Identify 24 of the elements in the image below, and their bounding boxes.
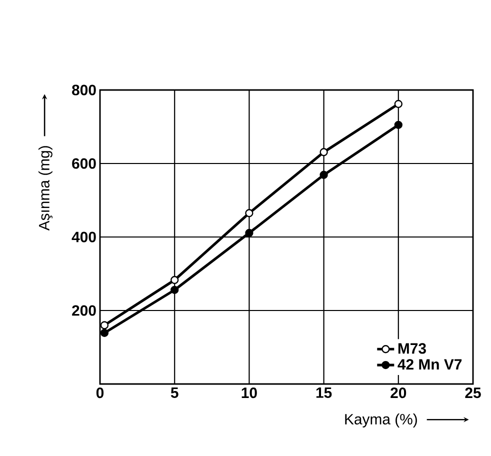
x-tick-label: 5 (170, 388, 178, 398)
legend-label: M73 (398, 343, 426, 354)
y-tick-label: 200 (72, 305, 96, 316)
x-tick-label: 10 (242, 388, 257, 398)
point (320, 148, 328, 156)
point (320, 170, 328, 179)
x-tick-label: 15 (316, 388, 332, 398)
point (245, 209, 254, 218)
point (245, 228, 254, 238)
point (100, 328, 109, 338)
x-tick-label: 25 (465, 388, 481, 398)
point (394, 120, 402, 130)
point (100, 321, 109, 330)
x-tick-label: 0 (96, 388, 104, 398)
y-tick-label: 800 (72, 84, 96, 96)
point (394, 100, 402, 108)
legend-label: 42 Mn V7 (398, 359, 462, 370)
point (170, 286, 179, 294)
x-tick-label: 20 (390, 388, 406, 398)
point (170, 276, 179, 284)
y-tick-label: 600 (72, 158, 96, 169)
y-axis-title: Aşınma (mg) (38, 146, 52, 231)
x-axis-title: Kayma (%) (345, 414, 417, 428)
y-tick-label: 400 (72, 232, 96, 242)
